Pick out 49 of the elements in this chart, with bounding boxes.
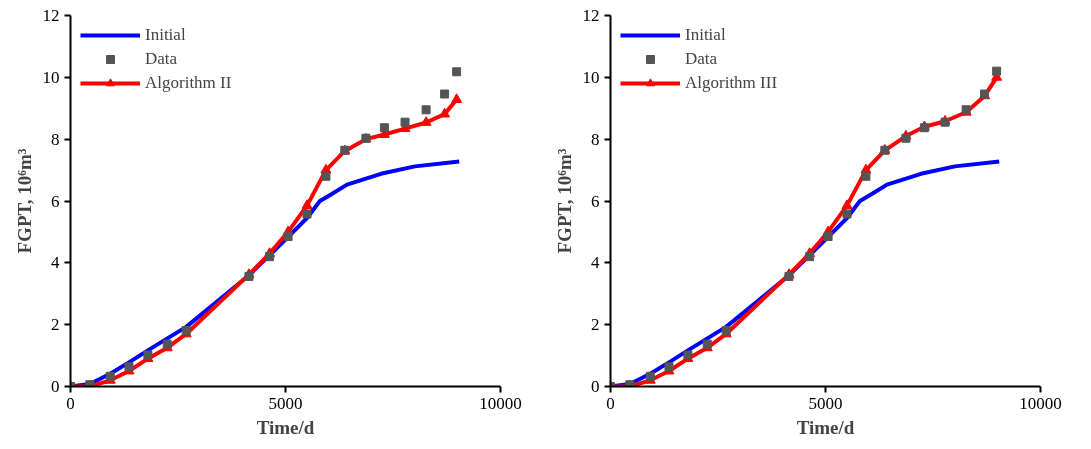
x-tick-label: 10000 [1019,393,1062,413]
point [451,93,463,103]
point [842,209,852,219]
point [440,89,450,99]
y-tick-label: 8 [591,129,600,149]
x-tick-label: 5000 [268,393,303,413]
y-tick-label: 10 [582,67,600,87]
x-tick-label: 10000 [479,393,522,413]
x-tick-label: 0 [66,393,75,413]
legend-label: Data [685,49,718,69]
point [379,123,389,133]
y-tick-label: 6 [51,191,60,211]
point [301,199,313,210]
y-tick-label: 12 [582,6,600,25]
point [421,105,431,115]
point [992,66,1002,76]
y-tick-label: 6 [591,191,600,211]
y-axis-title: FGPT, 10⁶m³ [13,148,35,254]
point [321,171,331,181]
y-tick-label: 2 [591,315,600,335]
legend-label: Algorithm II [145,73,232,93]
point [302,209,312,219]
legend-label: Algorithm III [685,73,778,93]
point [805,252,815,262]
y-tick-label: 12 [42,6,60,25]
y-tick-label: 4 [591,253,600,273]
point [265,252,275,262]
y-tick-label: 4 [51,253,60,273]
legend-label: Initial [685,25,726,45]
point [283,232,293,242]
x-tick-label: 0 [606,393,615,413]
y-tick-label: 10 [42,67,60,87]
y-tick-label: 2 [51,315,60,335]
point [901,133,911,143]
y-tick-label: 8 [51,129,60,149]
legend-label: Data [145,49,178,69]
x-axis-title: Time/d [796,416,855,438]
x-axis-title: Time/d [256,416,315,438]
point [452,67,462,77]
x-tick-label: 5000 [808,393,843,413]
y-tick-label: 0 [591,377,600,396]
point [841,199,853,210]
y-tick-label: 0 [51,377,60,396]
point [823,232,833,242]
point [861,171,871,181]
point [400,117,410,127]
legend-label: Initial [145,25,186,45]
point [420,116,432,126]
y-axis-title: FGPT, 10⁶m³ [553,148,575,254]
